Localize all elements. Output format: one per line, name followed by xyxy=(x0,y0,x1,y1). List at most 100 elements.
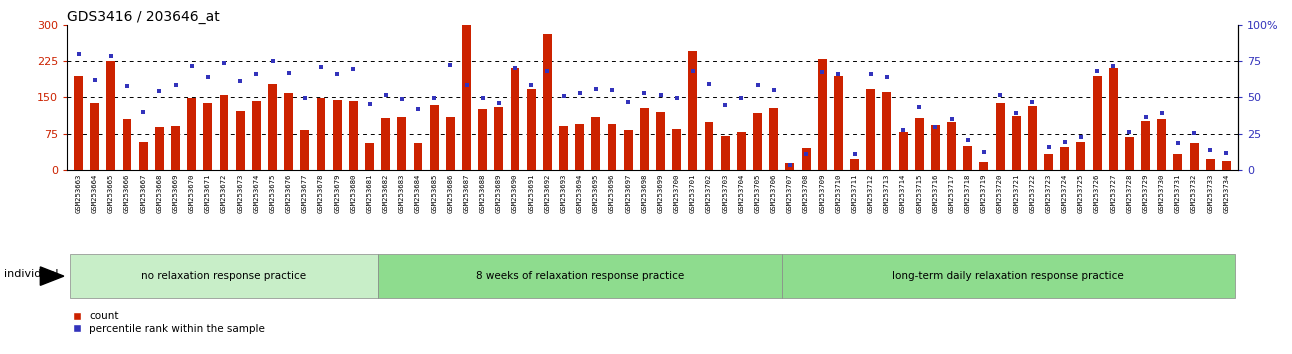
Point xyxy=(408,107,429,112)
Text: GSM253721: GSM253721 xyxy=(1013,174,1019,213)
Bar xyxy=(850,159,859,170)
Bar xyxy=(704,121,713,170)
Text: GSM253679: GSM253679 xyxy=(335,174,340,213)
Point xyxy=(181,63,202,69)
Text: GSM253732: GSM253732 xyxy=(1191,174,1198,213)
Point xyxy=(101,53,121,59)
Text: GSM253664: GSM253664 xyxy=(92,174,98,213)
Text: GSM253682: GSM253682 xyxy=(382,174,389,213)
Bar xyxy=(495,107,504,170)
Bar xyxy=(964,146,972,170)
Text: GSM253722: GSM253722 xyxy=(1030,174,1035,213)
Bar xyxy=(510,68,519,170)
Text: GSM253691: GSM253691 xyxy=(528,174,534,213)
Text: GSM253706: GSM253706 xyxy=(771,174,776,213)
Text: GSM253674: GSM253674 xyxy=(253,174,260,213)
Bar xyxy=(932,125,939,170)
Point xyxy=(1136,114,1156,120)
Text: GSM253690: GSM253690 xyxy=(512,174,518,213)
Bar xyxy=(74,75,83,170)
Point xyxy=(957,137,978,143)
Bar xyxy=(301,130,309,170)
Text: GSM253728: GSM253728 xyxy=(1127,174,1132,213)
Point xyxy=(990,92,1010,98)
Bar xyxy=(106,61,115,170)
Point xyxy=(245,71,266,77)
Text: GSM253716: GSM253716 xyxy=(933,174,938,213)
Text: GSM253698: GSM253698 xyxy=(641,174,647,213)
Text: GSM253694: GSM253694 xyxy=(576,174,583,213)
Point xyxy=(359,101,380,107)
Text: GSM253666: GSM253666 xyxy=(124,174,130,213)
Point xyxy=(1039,144,1059,149)
Bar xyxy=(559,126,568,170)
Bar xyxy=(349,101,358,170)
Bar xyxy=(899,132,907,170)
Bar xyxy=(1109,68,1118,170)
Point xyxy=(1006,110,1027,116)
Point xyxy=(682,68,703,74)
Text: GSM253725: GSM253725 xyxy=(1078,174,1084,213)
Text: GSM253688: GSM253688 xyxy=(479,174,486,213)
FancyBboxPatch shape xyxy=(377,254,782,298)
Bar xyxy=(624,130,633,170)
Text: GSM253701: GSM253701 xyxy=(690,174,696,213)
Point xyxy=(376,92,397,98)
Bar xyxy=(947,121,956,170)
Bar xyxy=(1061,147,1070,170)
Point xyxy=(165,82,186,88)
Text: GSM253714: GSM253714 xyxy=(901,174,906,213)
Text: GSM253717: GSM253717 xyxy=(948,174,955,213)
FancyBboxPatch shape xyxy=(71,254,377,298)
Text: GSM253684: GSM253684 xyxy=(415,174,421,213)
Text: GSM253678: GSM253678 xyxy=(318,174,324,213)
Text: GSM253731: GSM253731 xyxy=(1174,174,1181,213)
Text: GSM253715: GSM253715 xyxy=(916,174,922,213)
Bar xyxy=(753,113,762,170)
Bar xyxy=(463,25,472,170)
Text: GSM253668: GSM253668 xyxy=(156,174,163,213)
Text: GSM253680: GSM253680 xyxy=(350,174,357,213)
Legend: count, percentile rank within the sample: count, percentile rank within the sample xyxy=(72,312,265,333)
Bar xyxy=(398,117,406,170)
Text: GSM253705: GSM253705 xyxy=(755,174,761,213)
Text: GSM253685: GSM253685 xyxy=(432,174,437,213)
Point xyxy=(731,96,752,101)
Point xyxy=(667,96,687,101)
Point xyxy=(1071,134,1092,140)
Bar xyxy=(689,51,698,170)
Point xyxy=(1216,150,1236,156)
Point xyxy=(634,90,655,95)
FancyBboxPatch shape xyxy=(782,254,1234,298)
Text: GSM253672: GSM253672 xyxy=(221,174,227,213)
Text: GSM253670: GSM253670 xyxy=(189,174,195,213)
Bar xyxy=(155,127,164,170)
Text: GSM253671: GSM253671 xyxy=(205,174,211,213)
Point xyxy=(310,64,331,70)
Point xyxy=(779,162,800,168)
Point xyxy=(908,104,929,110)
Point xyxy=(893,127,913,133)
Text: GSM253707: GSM253707 xyxy=(787,174,793,213)
Point xyxy=(1087,68,1107,74)
Point xyxy=(441,62,461,68)
Point xyxy=(1151,110,1172,116)
Text: GSM253696: GSM253696 xyxy=(609,174,615,213)
Bar xyxy=(430,104,439,170)
Text: GSM253665: GSM253665 xyxy=(107,174,114,213)
Text: 8 weeks of relaxation response practice: 8 weeks of relaxation response practice xyxy=(475,271,683,281)
Point xyxy=(714,102,735,107)
Bar xyxy=(769,108,778,170)
Point xyxy=(1103,63,1124,69)
Text: GSM253723: GSM253723 xyxy=(1045,174,1052,213)
Point xyxy=(1183,130,1204,136)
Bar xyxy=(317,98,326,170)
Text: GSM253675: GSM253675 xyxy=(270,174,275,213)
Point xyxy=(505,65,526,71)
Bar xyxy=(1125,137,1134,170)
Bar xyxy=(1076,142,1085,170)
Text: GSM253724: GSM253724 xyxy=(1062,174,1067,213)
Bar xyxy=(267,84,276,170)
Text: GSM253704: GSM253704 xyxy=(739,174,744,213)
Bar xyxy=(1173,154,1182,170)
